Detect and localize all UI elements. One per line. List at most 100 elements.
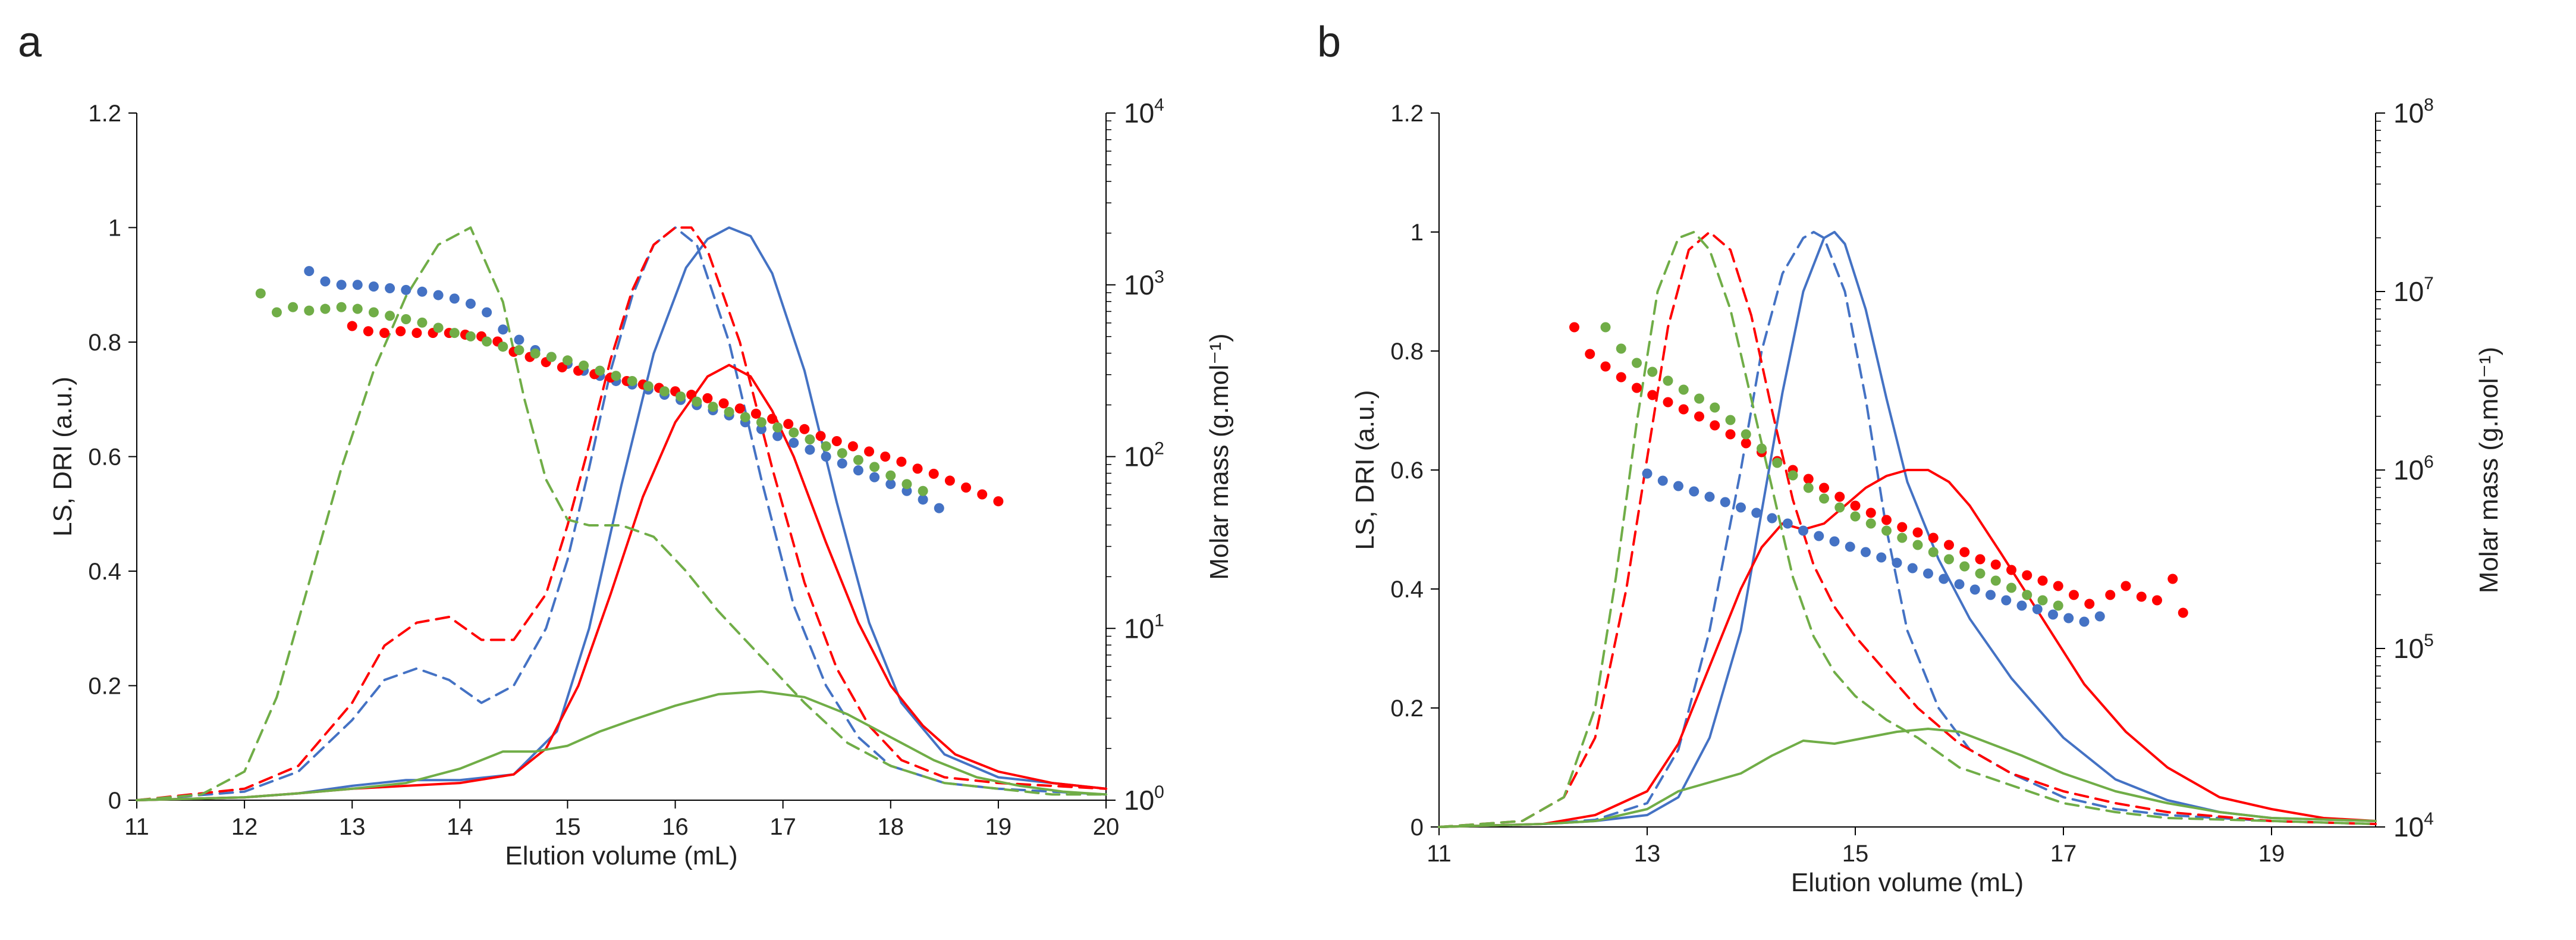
green-mass-point — [352, 303, 363, 314]
blue-mass-point — [805, 444, 815, 455]
red-ls-line — [1438, 231, 2377, 828]
green-mass-point — [1819, 493, 1829, 504]
blue-mass-point — [1767, 513, 1777, 524]
red-mass-point — [944, 475, 955, 486]
red-mass-point — [847, 441, 858, 452]
red-mass-point — [1944, 540, 1954, 550]
y-tick-label: 0.4 — [1390, 576, 1424, 603]
red-mass-point — [1569, 322, 1579, 333]
x-tick-label: 15 — [1842, 841, 1869, 867]
red-mass-point — [1928, 532, 1939, 543]
green-mass-point — [465, 331, 476, 341]
x-tick-label: 14 — [447, 814, 473, 840]
x-axis-label: Elution volume (mL) — [1791, 868, 2024, 897]
blue-mass-point — [2063, 613, 2074, 623]
y2-tick-label: 103 — [1124, 267, 1164, 300]
blue-mass-point — [1907, 563, 1918, 574]
green-mass-point — [1928, 547, 1939, 557]
green-mass-point — [1850, 511, 1861, 522]
green-mass-point — [885, 470, 896, 481]
blue-mass-point — [1845, 541, 1855, 552]
green-mass-point — [659, 386, 670, 397]
red-mass-point — [928, 468, 939, 479]
blue-mass-point — [1876, 552, 1887, 563]
green-mass-point — [385, 311, 395, 321]
blue-mass-point — [498, 324, 508, 335]
green-mass-point — [1600, 322, 1611, 333]
blue-mass-point — [2048, 609, 2058, 620]
green-mass-points — [1600, 322, 2063, 611]
green-mass-point — [788, 427, 799, 438]
blue-mass-points — [1642, 468, 2105, 627]
green-mass-point — [336, 302, 347, 312]
green-mass-point — [288, 302, 299, 312]
green-mass-point — [417, 317, 428, 328]
blue-mass-point — [2079, 616, 2090, 627]
blue-mass-point — [1720, 497, 1730, 507]
y2-tick-label: 106 — [2393, 452, 2434, 485]
green-mass-point — [595, 365, 605, 376]
red-mass-point — [379, 328, 390, 339]
blue-mass-point — [2094, 611, 2105, 622]
red-mass-point — [750, 408, 761, 419]
red-mass-point — [2037, 575, 2048, 586]
red-mass-point — [557, 362, 567, 372]
blue-mass-point — [1814, 531, 1824, 541]
blue-mass-point — [1954, 579, 1965, 590]
x-tick-label: 17 — [769, 814, 796, 840]
green-mass-points — [255, 288, 928, 496]
y-tick-label: 0.8 — [1390, 339, 1424, 365]
red-mass-points — [1569, 322, 2188, 618]
green-mass-point — [320, 303, 331, 314]
y-tick-label: 1 — [108, 215, 121, 242]
green-mass-point — [546, 352, 557, 362]
y-tick-label: 0.6 — [88, 444, 121, 471]
green-dri-line — [1438, 728, 2377, 828]
red-mass-point — [347, 321, 357, 331]
green-mass-point — [1710, 402, 1720, 413]
blue-mass-point — [304, 266, 315, 277]
red-mass-point — [1678, 404, 1689, 415]
red-mass-point — [1663, 397, 1673, 408]
y2-tick-label: 107 — [2393, 274, 2434, 307]
blue-mass-point — [837, 458, 847, 469]
blue-mass-point — [433, 290, 444, 300]
blue-mass-point — [934, 503, 944, 513]
blue-mass-point — [869, 472, 880, 482]
x-tick-label: 16 — [662, 814, 689, 840]
green-mass-point — [433, 322, 444, 333]
green-mass-point — [2006, 582, 2016, 593]
blue-mass-point — [368, 281, 379, 292]
red-mass-point — [1975, 554, 1986, 565]
green-mass-point — [1834, 502, 1845, 513]
x-tick-label: 11 — [124, 814, 149, 840]
green-mass-point — [1975, 568, 1986, 579]
green-mass-point — [1725, 415, 1736, 425]
red-mass-point — [718, 398, 729, 409]
green-mass-point — [1757, 443, 1767, 454]
green-mass-point — [449, 328, 460, 339]
blue-mass-point — [1673, 481, 1683, 491]
blue-mass-point — [1704, 491, 1715, 502]
green-dri-line — [136, 690, 1107, 801]
blue-mass-point — [1689, 486, 1699, 497]
green-mass-point — [1944, 554, 1954, 565]
green-mass-point — [772, 422, 783, 433]
green-mass-point — [627, 375, 637, 386]
red-mass-point — [896, 456, 907, 467]
blue-ls-line — [136, 226, 1107, 801]
blue-mass-point — [1986, 590, 1996, 600]
red-mass-point — [702, 393, 713, 403]
green-mass-point — [611, 371, 621, 381]
green-mass-point — [837, 448, 847, 459]
y2-axis-label: Molar mass (g.mol⁻¹) — [1205, 333, 1234, 579]
y2-tick-label: 108 — [2393, 95, 2434, 129]
y2-tick-label: 101 — [1124, 610, 1164, 644]
x-tick-label: 12 — [231, 814, 258, 840]
y-tick-label: 0.2 — [1390, 695, 1424, 722]
red-mass-point — [799, 424, 810, 434]
green-mass-point — [869, 462, 880, 472]
red-mass-point — [2084, 599, 2095, 609]
red-mass-point — [880, 452, 891, 462]
